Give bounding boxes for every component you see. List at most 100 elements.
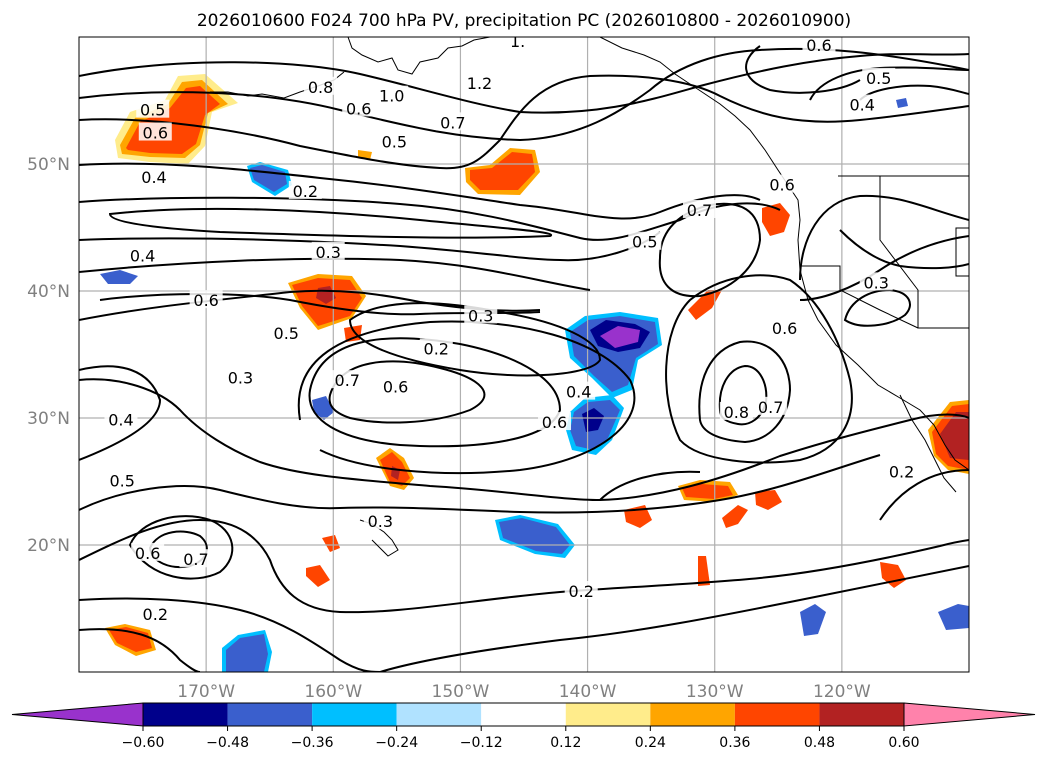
contour-label-bg (562, 381, 596, 400)
colorbar-tick-label: 0.60 (888, 735, 919, 751)
contour-label: 0.7 (335, 371, 360, 390)
colorbar-segment (481, 703, 566, 726)
contour-label-bg (311, 241, 345, 260)
coastlines (210, 37, 969, 557)
contour-label: 1. (510, 32, 525, 51)
x-tick-label: 140°W (559, 682, 617, 702)
contour-label-bg (137, 166, 171, 185)
contour-label: 0.5 (140, 101, 165, 120)
colorbar-segment (819, 703, 904, 726)
contour-label: 0.3 (368, 512, 393, 531)
contour-label: 0.7 (687, 201, 712, 220)
contour-label: 0.6 (769, 176, 794, 195)
contour-label: 0.5 (110, 472, 135, 491)
contour-label: 0.2 (143, 605, 168, 624)
colorbar-segment (734, 703, 820, 726)
contour-label-bg (859, 272, 893, 291)
contour-label-bg (768, 318, 802, 337)
contour-label: 0.7 (758, 398, 783, 417)
y-axis-ticks: 50°N 40°N 30°N 20°N (27, 155, 70, 556)
colorbar-tick-label: −0.36 (291, 735, 334, 751)
contour-label: 0.6 (143, 124, 168, 143)
anomaly-negative-subtropical-south (566, 395, 624, 455)
y-tick-label: 30°N (27, 409, 70, 429)
contour-label-bg (330, 370, 364, 389)
contour-label: 0.4 (849, 96, 874, 115)
contour-label-bg (179, 549, 213, 568)
contour-label: 0.3 (468, 306, 493, 325)
anomaly-negative-subtropical-core (565, 312, 662, 398)
contour-label-bg (754, 396, 788, 415)
contour-label: 0.6 (383, 378, 408, 397)
contour-label-bg (719, 401, 753, 420)
contour-label-bg (377, 131, 411, 150)
contour-label: 0.7 (440, 113, 465, 132)
contour-label: 0.6 (346, 99, 371, 118)
contour-label: 0.6 (542, 413, 567, 432)
x-axis-ticks: 170°W 160°W 150°W 140°W 130°W 120°W (177, 682, 871, 702)
contour-label: 0.6 (193, 291, 218, 310)
contour-label: 0.4 (108, 411, 133, 430)
contour-label-bg (363, 511, 397, 530)
colorbar-extend-low (11, 702, 144, 727)
colorbar-tick-label: −0.12 (460, 735, 503, 751)
contour-label-bg (765, 174, 799, 193)
contour-label-bg (628, 231, 662, 250)
y-tick-label: 40°N (27, 282, 70, 302)
contour-label: 0.7 (183, 550, 208, 569)
contour-label-bg (419, 338, 453, 357)
colorbar-segment (650, 703, 735, 726)
colorbar: −0.60 −0.48 −0.36 −0.24 −0.12 0.12 0.24 0.36 0.4… (11, 702, 1036, 751)
contour-label-bg (564, 580, 598, 599)
contour-label: 0.4 (566, 383, 591, 402)
contour-label-bg (845, 94, 879, 113)
contour-labels: 0.5 0.6 0.4 0.2 0.8 0.6 1.0 1.2 1. 0.7 0.5 0.6 0.5 0.… (104, 32, 919, 624)
x-tick-label: 160°W (304, 682, 362, 702)
colorbar-frame (142, 702, 905, 727)
contour-label-bg (269, 323, 303, 342)
contour-label: 0.2 (568, 582, 593, 601)
colorbar-tick-label: 0.24 (635, 735, 666, 751)
contour-label-bg (138, 122, 172, 141)
map-frame (78, 36, 970, 673)
y-tick-label: 50°N (27, 155, 70, 175)
x-tick-label: 170°W (177, 682, 235, 702)
contour-label: 0.4 (130, 247, 155, 266)
contour-label-bg (131, 542, 165, 561)
contour-label-bg (505, 37, 530, 50)
contour-label-bg (138, 603, 172, 622)
x-tick-label: 120°W (813, 682, 871, 702)
colorbar-tick-label: 0.12 (550, 735, 581, 751)
contour-label: 1.2 (467, 74, 492, 93)
chart-title: 2026010600 F024 700 hPa PV, precipitatio… (197, 11, 851, 31)
colorbar-segment (227, 703, 313, 726)
contour-label-bg (885, 461, 919, 480)
contour-label-bg (126, 245, 160, 264)
contour-label-bg (436, 112, 470, 131)
contour-label-bg (464, 305, 498, 324)
colorbar-tick-label: −0.48 (206, 735, 249, 751)
colorbar-segment (312, 703, 397, 726)
contour-label: 0.2 (293, 182, 318, 201)
contour-label: 0.5 (632, 233, 657, 252)
map-area: 0.5 0.6 0.4 0.2 0.8 0.6 1.0 1.2 1. 0.7 0.5 0.6 0.5 0.… (79, 32, 969, 672)
contour-label-bg (802, 37, 836, 53)
colorbar-segment (396, 703, 482, 726)
contour-label: 0.2 (424, 339, 449, 358)
pv-contours (79, 45, 969, 672)
contour-label: 0.5 (274, 324, 299, 343)
colorbar-tick-label: −0.24 (375, 735, 418, 751)
contour-label-bg (538, 412, 572, 431)
contour-label: 0.2 (889, 463, 914, 482)
contour-label: 0.8 (724, 403, 749, 422)
contour-label-bg (304, 76, 338, 95)
colorbar-segment (565, 703, 651, 726)
contour-label: 0.6 (135, 544, 160, 563)
contour-label: 0.3 (315, 243, 340, 262)
colorbar-tick-label: 0.36 (719, 735, 750, 751)
contour-label-bg (379, 376, 413, 395)
colorbar-segment (143, 703, 228, 726)
contour-label-bg (223, 367, 257, 386)
contour-label: 0.6 (772, 319, 797, 338)
